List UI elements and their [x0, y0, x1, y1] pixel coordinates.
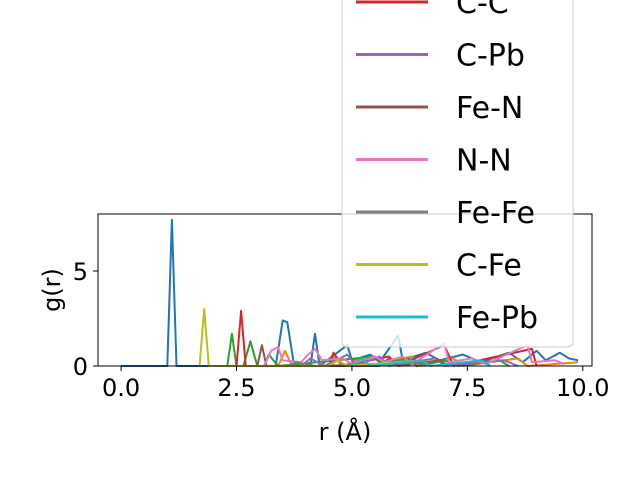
y-tick-label: 0	[73, 353, 88, 381]
x-axis-label: r (Å)	[319, 417, 372, 446]
legend-label: C-C	[456, 0, 509, 21]
legend-label: C-Pb	[456, 39, 525, 74]
legend: C-C C-Pb Fe-N N-N Fe-Fe C-Fe Fe-Pb	[341, 0, 574, 348]
series-line-c-pb	[300, 353, 519, 367]
x-tick-label: 2.5	[217, 374, 255, 402]
legend-label: Fe-N	[456, 91, 523, 126]
x-tick-label: 10.0	[556, 374, 609, 402]
legend-label: C-Fe	[456, 249, 522, 284]
legend-label: Fe-Fe	[456, 196, 535, 231]
series-line-n-n	[263, 342, 565, 367]
x-tick-label: 0.0	[102, 374, 140, 402]
legend-label: N-N	[456, 144, 512, 179]
axis-layer: 0.0 2.5 5.0 7.5 10.0 0 5	[73, 258, 610, 402]
series-line-fe-pb	[351, 357, 491, 367]
legend-box	[341, 0, 574, 348]
x-tick-label: 7.5	[448, 374, 486, 402]
legend-label: Fe-Pb	[456, 301, 538, 336]
x-tick-label: 5.0	[333, 374, 371, 402]
y-axis-label: g(r)	[38, 268, 66, 312]
y-tick-label: 5	[73, 258, 88, 286]
